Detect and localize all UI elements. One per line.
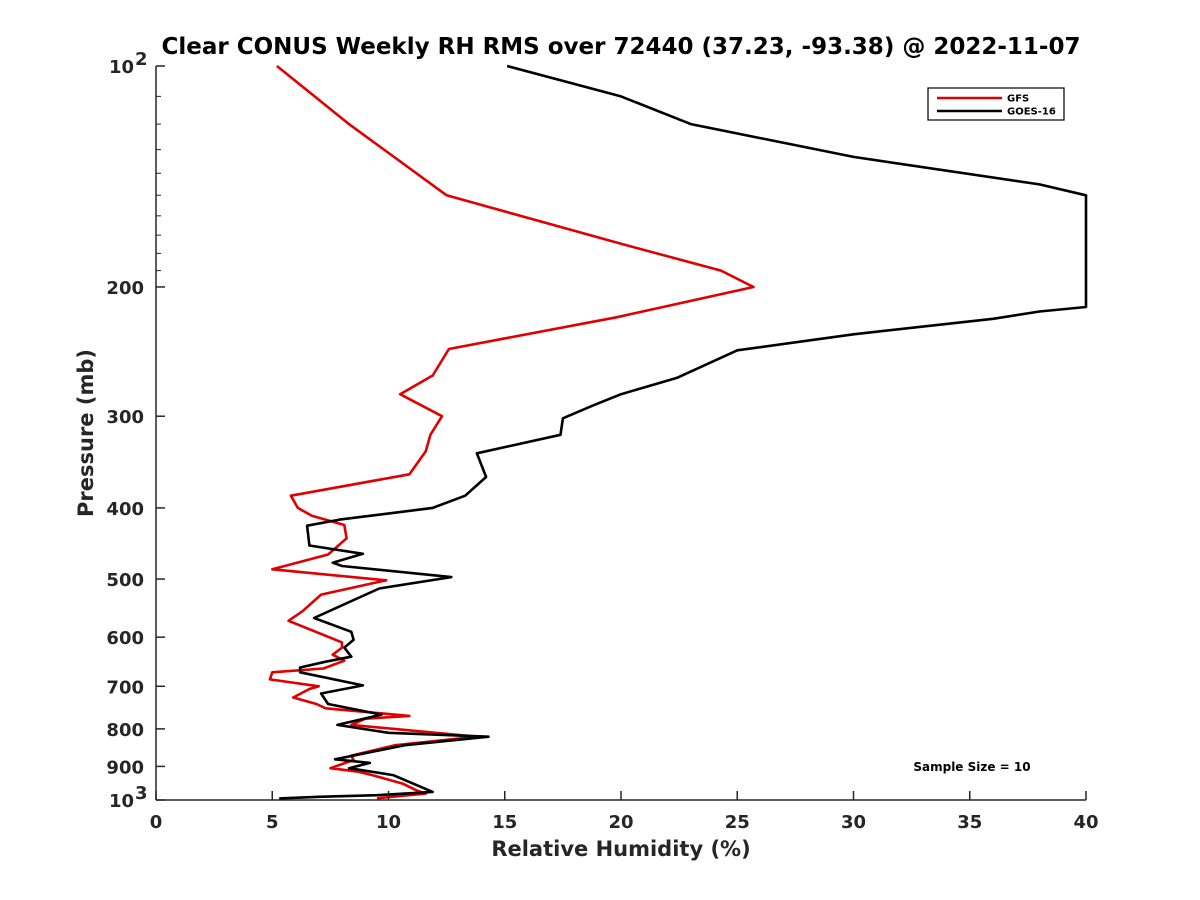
- plot-box: [155, 66, 1086, 801]
- series-layer: [268, 64, 1088, 800]
- y-tick-label: 10: [109, 791, 134, 812]
- y-tick-label: 700: [106, 677, 144, 698]
- x-tick-label: 35: [957, 812, 982, 833]
- x-axis-label: Relative Humidity (%): [491, 837, 750, 861]
- y-tick-label: 10: [109, 57, 134, 78]
- y-tick-label: 500: [106, 570, 144, 591]
- y-tick-label: 300: [106, 407, 144, 428]
- x-tick-label: 15: [492, 812, 517, 833]
- series-line-goes-16: [279, 64, 1088, 800]
- y-tick-label: 600: [106, 628, 144, 649]
- x-axis-ticks: 0 5 10 15 20 25 30 35 40: [150, 791, 1099, 833]
- legend-label: GFS: [1007, 94, 1029, 105]
- x-tick-label: 30: [841, 812, 866, 833]
- y-tick-label: 900: [106, 757, 144, 778]
- y-tick-label: 200: [106, 278, 144, 299]
- x-tick-label: 0: [150, 812, 163, 833]
- y-tick-exponent: 3: [135, 783, 148, 804]
- legend-label: GOES-16: [1007, 107, 1056, 118]
- series-line-gfs: [268, 64, 755, 800]
- y-tick-label: 400: [106, 499, 144, 520]
- x-tick-label: 10: [376, 812, 401, 833]
- legend: GFS GOES-16: [927, 87, 1065, 121]
- chart-title: Clear CONUS Weekly RH RMS over 72440 (37…: [162, 34, 1081, 60]
- y-axis-label: Pressure (mb): [74, 349, 98, 517]
- y-tick-label: 800: [106, 720, 144, 741]
- x-tick-label: 5: [266, 812, 279, 833]
- x-tick-label: 20: [608, 812, 633, 833]
- x-tick-label: 40: [1073, 812, 1098, 833]
- legend-box: [927, 87, 1065, 121]
- sample-size-annotation: Sample Size = 10: [913, 760, 1030, 774]
- y-tick-exponent: 2: [135, 49, 148, 70]
- x-tick-label: 25: [725, 812, 750, 833]
